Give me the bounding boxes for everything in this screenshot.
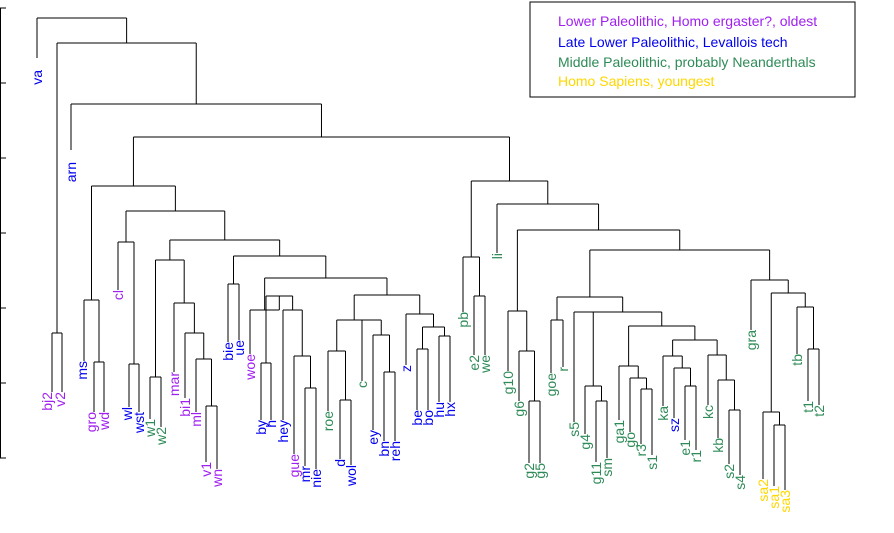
legend-entry-late-lower-paleolithic: Late Lower Paleolithic, Levallois tech <box>558 34 788 50</box>
leaf-label-ga1: ga1 <box>611 420 627 444</box>
leaf-label-r3: r3 <box>633 444 649 457</box>
leaf-label-wd: wd <box>96 412 112 431</box>
leaf-label-ey: ey <box>365 430 381 445</box>
leaf-label-be: be <box>409 410 425 426</box>
leaf-label-sz: sz <box>666 418 682 432</box>
leaf-label-kb: kb <box>710 438 726 453</box>
dendrogram-tree <box>36 17 820 490</box>
leaf-label-gro: gro <box>83 412 99 432</box>
leaf-label-c: c <box>354 381 370 388</box>
leaf-label-mar: mar <box>166 372 182 396</box>
leaf-label-by: by <box>253 420 269 435</box>
leaf-label-g5: g5 <box>532 463 548 479</box>
leaf-label-bie: bie <box>220 342 236 361</box>
leaf-label-bj2: bj2 <box>39 392 55 411</box>
leaf-label-g10: g10 <box>500 371 516 395</box>
leaf-label-z: z <box>398 365 414 372</box>
leaf-label-reh: reh <box>387 441 403 461</box>
leaf-label-s1: s1 <box>644 455 660 470</box>
leaf-label-bo: bo <box>420 410 436 426</box>
legend: Lower Paleolithic, Homo ergaster?, oldes… <box>529 1 856 98</box>
leaf-label-e1: e1 <box>677 440 693 456</box>
legend-box <box>529 1 856 98</box>
leaf-label-go: go <box>622 432 638 448</box>
leaf-label-e2: e2 <box>466 355 482 371</box>
leaf-label-v2: v2 <box>52 392 68 407</box>
leaf-label-hey: hey <box>275 420 291 443</box>
leaf-label-wol: wol <box>343 465 359 487</box>
leaf-label-v1: v1 <box>198 462 214 477</box>
leaf-label-gra: gra <box>743 330 759 350</box>
leaf-label-g11: g11 <box>588 462 604 485</box>
leaf-label-we: we <box>477 355 493 374</box>
leaf-label-ml: ml <box>188 412 204 427</box>
leaf-label-bi1: bi1 <box>177 398 193 417</box>
leaf-label-g4: g4 <box>577 434 593 450</box>
leaf-label-wn: wn <box>209 469 225 488</box>
leaf-label-hx: hx <box>442 402 458 417</box>
leaf-label-bn: bn <box>376 441 392 457</box>
leaf-label-arn: arn <box>63 162 79 182</box>
leaf-label-sa2: sa2 <box>755 479 771 502</box>
leaf-label-hu: hu <box>431 402 447 418</box>
leaf-label-goe: goe <box>543 373 559 397</box>
leaf-label-s2: s2 <box>721 464 737 479</box>
leaf-label-va: va <box>29 70 45 85</box>
leaf-label-w1: w1 <box>142 419 158 438</box>
leaf-label-nie: nie <box>308 469 324 488</box>
legend-entry-homo-sapiens: Homo Sapiens, youngest <box>558 73 715 89</box>
legend-entry-lower-paleolithic: Lower Paleolithic, Homo ergaster?, oldes… <box>558 13 817 29</box>
leaf-label-s5: s5 <box>566 422 582 437</box>
leaf-label-sm: sm <box>599 458 615 477</box>
y-axis <box>0 7 6 459</box>
leaf-label-wl: wl <box>119 407 135 421</box>
leaf-label-r: r <box>555 367 571 372</box>
leaf-label-tb: tb <box>789 354 805 366</box>
leaf-label-ms: ms <box>74 361 90 380</box>
leaf-label-d: d <box>332 459 348 467</box>
leaf-label-wst: wst <box>131 412 147 434</box>
leaf-label-woe: woe <box>242 354 258 381</box>
leaf-label-gue: gue <box>286 454 302 478</box>
leaf-label-ue: ue <box>231 340 247 356</box>
leaf-label-s4: s4 <box>732 475 748 490</box>
leaf-label-t2: t2 <box>811 405 827 417</box>
leaf-label-g2: g2 <box>521 463 537 479</box>
leaf-label-pb: pb <box>455 312 471 328</box>
leaf-label-mr: mr <box>297 466 313 483</box>
leaf-label-roe: roe <box>320 411 336 431</box>
leaf-label-sa3: sa3 <box>777 490 793 513</box>
leaf-label-cl: cl <box>110 290 126 300</box>
leaf-label-w2: w2 <box>153 427 169 446</box>
leaf-label-kc: kc <box>700 405 716 419</box>
leaf-label-ka: ka <box>655 406 671 421</box>
leaf-label-g6: g6 <box>511 401 527 417</box>
leaf-label-li: li <box>489 253 505 259</box>
legend-entry-middle-paleolithic: Middle Paleolithic, probably Neanderthal… <box>558 54 816 70</box>
leaf-label-sa1: sa1 <box>766 486 782 509</box>
leaf-label-r1: r1 <box>688 450 704 463</box>
leaf-label-t1: t1 <box>800 401 816 413</box>
leaf-label-h: h <box>263 420 279 428</box>
